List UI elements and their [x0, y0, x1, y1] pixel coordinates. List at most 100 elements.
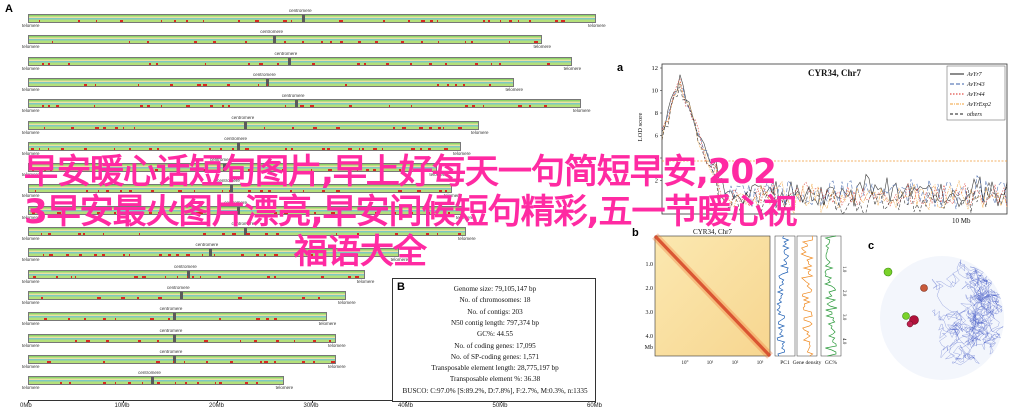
y-tick-label: 8 [655, 110, 658, 117]
gene-density-mark [128, 211, 132, 214]
gene-density-mark [344, 83, 347, 86]
gene-density-mark [302, 360, 306, 363]
gene-density-mark [417, 190, 422, 193]
gene-density-mark [141, 382, 143, 385]
gene-density-mark [248, 169, 250, 172]
genome-stat-row: No. of chromosomes: 18 [459, 296, 531, 305]
gene-density-mark [267, 83, 269, 86]
gene-density-mark [267, 275, 270, 278]
gene-density-mark [436, 233, 439, 235]
gene-density-mark [31, 211, 36, 214]
gene-density-mark [218, 382, 222, 385]
locus-marker-green [883, 267, 893, 277]
gene-density-mark [457, 233, 461, 235]
gene-density-mark [382, 20, 386, 22]
gene-density-mark [102, 360, 105, 363]
gene-density-mark [474, 62, 479, 65]
gene-density-mark [246, 233, 251, 235]
track-line-1 [800, 235, 814, 357]
chromosome-8 [28, 163, 438, 173]
hic-title: CYR34, Chr7 [693, 228, 732, 236]
track-frame-1 [796, 235, 818, 357]
gene-density-mark [274, 360, 276, 363]
genome-stat-row: Transposable element length: 28,775,197 … [431, 364, 559, 373]
legend-label: AvYr7 [966, 72, 983, 78]
axis-tick-label: 0Mb [20, 403, 32, 409]
gene-density-mark [209, 147, 211, 150]
gene-density-mark [373, 169, 376, 172]
gene-density-mark [326, 147, 330, 150]
gene-density-mark [267, 190, 272, 193]
centromere-label: centromere [231, 221, 255, 226]
axis-tick-label: 10Mb [114, 403, 130, 409]
gene-density-mark [213, 254, 216, 257]
gene-density-mark [120, 296, 125, 299]
gene-density-mark [471, 41, 473, 44]
gene-density-mark [114, 318, 117, 321]
gene-density-mark [263, 360, 268, 363]
chromatin-3d-structure [880, 256, 1004, 380]
telomere-label: telomere [22, 23, 40, 28]
chromosome-4 [28, 77, 514, 87]
genome-stat-row: No. of coding genes: 17,095 [454, 341, 536, 350]
gene-density-mark [302, 296, 305, 299]
legend-label: others [967, 112, 983, 118]
panel-label-a: a [617, 62, 624, 74]
chromosome-9 [28, 184, 452, 194]
gene-density-mark [302, 41, 305, 44]
gene-density-mark [148, 62, 152, 65]
gene-density-mark [410, 105, 412, 108]
telomere-label: telomere [338, 299, 356, 305]
chromosome-13 [28, 269, 365, 279]
y-axis-label: LOD score [637, 113, 644, 142]
axis-tick-mark [217, 400, 218, 403]
gene-density-mark [227, 105, 230, 108]
gene-density-mark [128, 190, 132, 193]
axis-tick-mark [122, 400, 124, 403]
y-tick-label: 10 [652, 88, 659, 95]
gene-density-mark [77, 20, 80, 22]
gene-density-mark [102, 126, 107, 129]
gene-density-mark [221, 233, 225, 235]
gene-density-mark [218, 275, 221, 278]
gene-density-mark [42, 254, 44, 257]
gene-density-mark [229, 360, 234, 363]
track-frame-0 [774, 235, 796, 357]
gene-density-mark [84, 83, 88, 86]
chromosome-18 [28, 376, 284, 386]
gene-density-mark [509, 41, 511, 44]
gene-density-mark [78, 254, 83, 257]
gene-density-mark [114, 147, 115, 150]
gene-density-mark [402, 126, 406, 129]
centromere-mark [244, 121, 248, 129]
panel-label-c: c [868, 240, 875, 252]
gene-density-mark [94, 83, 97, 86]
gene-density-mark [47, 147, 50, 150]
lod-trace-AvYr7 [661, 74, 1008, 208]
gene-density-mark [70, 126, 75, 129]
gene-density-mark [392, 211, 397, 214]
gene-density-mark [86, 190, 88, 193]
gene-density-mark [183, 360, 185, 363]
telomere-label: telomere [458, 236, 476, 241]
gene-density-mark [69, 382, 72, 385]
gene-density-mark [43, 126, 45, 129]
gene-density-mark [195, 211, 200, 214]
gene-density-mark [310, 105, 314, 108]
gene-density-mark [283, 20, 287, 22]
gene-density-mark [335, 126, 340, 129]
gene-density-mark [227, 83, 231, 86]
gene-density-mark [167, 254, 171, 257]
gene-density-mark [284, 211, 289, 214]
gene-density-mark [245, 147, 249, 150]
track-label: GC% [825, 360, 838, 366]
gene-density-mark [186, 20, 188, 22]
gene-density-mark [123, 254, 125, 257]
legend-label: AvYr43 [966, 81, 985, 88]
gene-density-mark [139, 105, 143, 108]
gene-density-mark [302, 190, 305, 193]
gene-density-mark [357, 41, 362, 44]
gene-density-mark [247, 62, 250, 65]
gene-density-mark [488, 83, 492, 86]
gene-density-mark [419, 126, 423, 129]
